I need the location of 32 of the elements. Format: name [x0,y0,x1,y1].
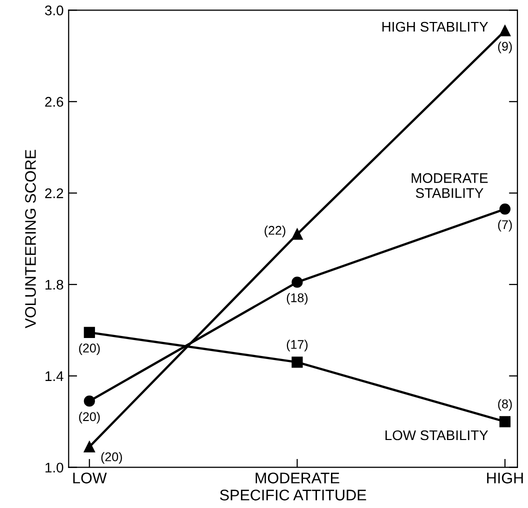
point [499,203,511,215]
annotation: (22) [264,226,286,238]
annotation: (18) [286,293,308,305]
point [292,276,303,288]
point [292,356,303,368]
x-tick-label: LOW [73,472,107,484]
series-label: HIGH STABILITY [382,22,488,32]
annotation: (17) [286,340,308,352]
series-label: LOW STABILITY [386,430,488,440]
point [84,326,95,338]
legend-label: MODERATE STABILITY [412,173,488,198]
point [499,25,511,36]
annotation: (20) [79,343,100,355]
y-tick-label: 3.0 [45,5,64,16]
y-tick-label: 1.0 [46,462,64,473]
point [84,441,95,452]
y-tick-label: 2.2 [45,188,64,198]
point [499,416,511,428]
annotation: (9) [498,42,512,54]
point [84,396,95,407]
annotation: (20) [79,412,100,424]
y-tick-label: 2.6 [45,96,64,107]
x-axis-title: SPECIFIC ATTITUDE [220,490,366,500]
y-tick-label: 1.8 [46,280,64,290]
annotation: (8) [498,399,512,411]
y-tick-label: 1.4 [46,371,64,381]
y-axis-title: VOLUNTEERING SCORE [25,150,36,328]
x-tick-label: HIGH [487,472,523,484]
annotation: (20) [101,452,122,464]
annotation: (7) [498,220,512,232]
x-tick-label: MODERATE [256,472,340,484]
point [292,228,303,240]
